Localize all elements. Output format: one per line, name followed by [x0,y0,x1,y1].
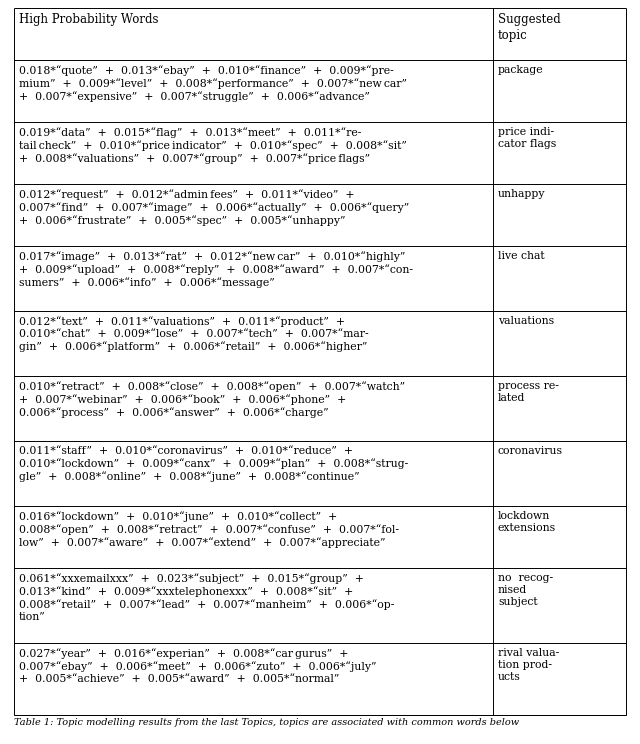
Text: valuations: valuations [498,316,554,326]
Text: 0.016*“lockdown”  +  0.010*“june”  +  0.010*“collect”  +
0.008*“open”  +  0.008*: 0.016*“lockdown” + 0.010*“june” + 0.010*… [19,511,399,548]
Text: 0.010*“retract”  +  0.008*“close”  +  0.008*“open”  +  0.007*“watch”
+  0.007*“w: 0.010*“retract” + 0.008*“close” + 0.008*… [19,381,405,417]
Text: coronavirus: coronavirus [498,446,563,456]
Text: 0.012*“request”  +  0.012*“admin fees”  +  0.011*“video”  +
0.007*“find”  +  0.0: 0.012*“request” + 0.012*“admin fees” + 0… [19,189,409,225]
Text: Table 1: Topic modelling results from the last Topics, topics are associated wit: Table 1: Topic modelling results from th… [14,718,519,727]
Text: price indi-
cator flags: price indi- cator flags [498,127,556,149]
Text: lockdown
extensions: lockdown extensions [498,511,556,533]
Text: package: package [498,65,543,75]
Text: 0.027*“year”  +  0.016*“experian”  +  0.008*“car gurus”  +
0.007*“ebay”  +  0.00: 0.027*“year” + 0.016*“experian” + 0.008*… [19,648,376,684]
Text: process re-
lated: process re- lated [498,381,559,403]
Text: rival valua-
tion prod-
ucts: rival valua- tion prod- ucts [498,648,559,682]
Text: 0.019*“data”  +  0.015*“flag”  +  0.013*“meet”  +  0.011*“re-
tail check”  +  0.: 0.019*“data” + 0.015*“flag” + 0.013*“mee… [19,127,407,164]
Text: 0.011*“staff”  +  0.010*“coronavirus”  +  0.010*“reduce”  +
0.010*“lockdown”  + : 0.011*“staff” + 0.010*“coronavirus” + 0.… [19,446,408,482]
Text: 0.061*“xxxemailxxx”  +  0.023*“subject”  +  0.015*“group”  +
0.013*“kind”  +  0.: 0.061*“xxxemailxxx” + 0.023*“subject” + … [19,573,394,622]
Text: High Probability Words: High Probability Words [19,13,159,26]
Text: 0.012*“text”  +  0.011*“valuations”  +  0.011*“product”  +
0.010*“chat”  +  0.00: 0.012*“text” + 0.011*“valuations” + 0.01… [19,316,369,352]
Text: 0.017*“image”  +  0.013*“rat”  +  0.012*“new car”  +  0.010*“highly”
+  0.009*“u: 0.017*“image” + 0.013*“rat” + 0.012*“new… [19,251,413,288]
Text: Suggested
topic: Suggested topic [498,13,561,42]
Text: no  recog-
nised
subject: no recog- nised subject [498,573,553,607]
Text: unhappy: unhappy [498,189,545,199]
Text: live chat: live chat [498,251,545,261]
Text: 0.018*“quote”  +  0.013*“ebay”  +  0.010*“finance”  +  0.009*“pre-
mium”  +  0.0: 0.018*“quote” + 0.013*“ebay” + 0.010*“fi… [19,65,407,102]
